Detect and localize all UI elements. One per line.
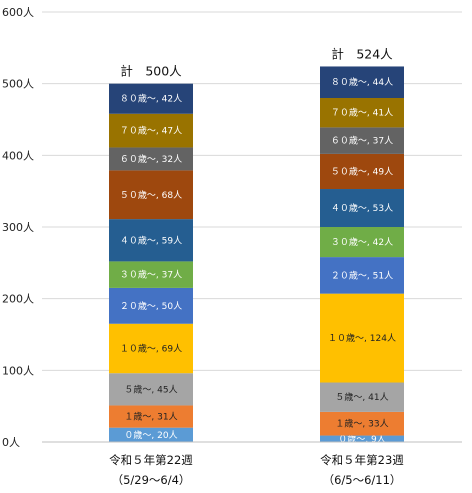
bar-segment	[320, 411, 404, 436]
bar-segment	[320, 293, 404, 383]
data-label: ５歳～, 41人	[335, 391, 388, 403]
bar-segment	[320, 127, 404, 154]
y-tick-label: 400人	[2, 149, 34, 162]
y-tick-label: 600人	[2, 6, 34, 19]
bar-segment	[320, 227, 404, 258]
x-category-period: （6/5～6/11）	[323, 473, 402, 487]
data-label: ３０歳～, 37人	[120, 269, 182, 281]
y-tick-label: 200人	[2, 293, 34, 306]
data-label: ７０歳～, 41人	[331, 107, 393, 119]
bar-segment	[109, 427, 193, 442]
data-label: ６０歳～, 32人	[120, 153, 182, 165]
bar-segment	[320, 189, 404, 227]
bar-segment	[109, 373, 193, 406]
data-label: １歳～, 33人	[335, 418, 388, 430]
bar-segment	[320, 98, 404, 128]
bar-segment	[109, 323, 193, 374]
data-label: ７０歳～, 47人	[120, 125, 182, 137]
y-tick-label: 100人	[2, 364, 34, 377]
y-tick-label: 500人	[2, 78, 34, 91]
bars: ０歳～, 20人 １歳～, 31人 ５歳～, 45人 １０歳～, 69人 ２０歳～, 5…	[109, 46, 404, 445]
data-label: ５歳～, 45人	[124, 383, 177, 395]
x-category-period: （5/29～6/4）	[112, 473, 191, 487]
data-label: ０歳～, 20人	[124, 429, 177, 441]
bar-segment	[109, 83, 193, 114]
data-label: １歳～, 31人	[124, 411, 177, 423]
bar-segment	[320, 257, 404, 294]
bar-segment	[109, 147, 193, 171]
bar-segment	[320, 382, 404, 412]
data-label: ８０歳～, 42人	[120, 93, 182, 105]
bar-segment	[109, 219, 193, 262]
y-tick-label: 300人	[2, 221, 34, 234]
x-category-label: 令和５年第22週	[109, 453, 193, 467]
bar-segment	[320, 435, 404, 442]
data-label: ６０歳～, 37人	[331, 135, 393, 147]
total-label: 計 500人	[120, 64, 182, 79]
bar-segment	[320, 153, 404, 190]
data-label: １０歳～, 69人	[120, 342, 182, 354]
data-label: ２０歳～, 50人	[120, 300, 182, 312]
data-label: ４０歳～, 53人	[331, 202, 393, 214]
data-label: ８０歳～, 44人	[331, 76, 393, 88]
bar-segment	[109, 170, 193, 220]
y-axis-ticks: 0人 100人 200人 300人 400人 500人 600人	[2, 6, 34, 449]
data-label: ２０歳～, 51人	[331, 269, 393, 281]
data-label: １０歳～, 124人	[328, 332, 396, 344]
x-category-label: 令和５年第23週	[320, 453, 404, 467]
data-label: ３０歳～, 42人	[331, 236, 393, 248]
x-axis-labels: 令和５年第22週 （5/29～6/4） 令和５年第23週 （6/5～6/11）	[42, 441, 462, 487]
bar-segment	[109, 287, 193, 324]
bar-segment	[320, 66, 404, 98]
bar-segment	[109, 261, 193, 288]
data-label: ５０歳～, 68人	[120, 189, 182, 201]
data-label: ５０歳～, 49人	[331, 165, 393, 177]
total-label: 計 524人	[331, 46, 393, 61]
bar-segment	[109, 113, 193, 148]
y-tick-label: 0人	[2, 436, 20, 449]
data-label: ４０歳～, 59人	[120, 234, 182, 246]
bar-segment	[109, 405, 193, 428]
